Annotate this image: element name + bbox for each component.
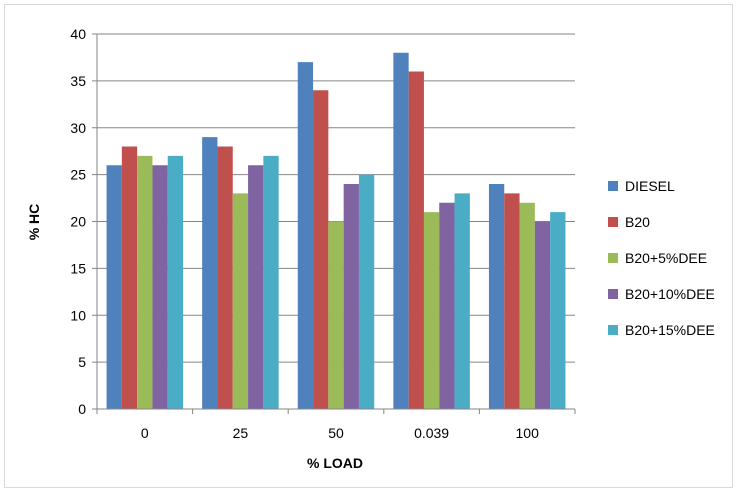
legend-label: DIESEL [625,178,675,194]
bar-b20-15-dee-1 [263,155,279,409]
bar-b20-10-dee-3 [439,202,455,409]
bar-b20-5-dee-1 [232,193,249,409]
bar-b20-5-dee-4 [519,202,535,409]
bar-b20-5-dee-2 [328,221,344,409]
y-tick-labels: 0 5 10 15 20 25 30 35 40 [70,26,86,417]
bar-b20-10-dee-4 [534,221,551,409]
bar-b20-1 [217,146,233,409]
legend-swatch [608,289,618,299]
y-tick-label: 5 [78,354,86,370]
bar-b20-4 [504,193,520,409]
legend-label: B20+15%DEE [625,322,715,338]
y-tick-label: 25 [70,167,86,183]
bar-b20-10-dee-0 [152,165,168,409]
legend-label: B20+5%DEE [625,250,707,266]
bar-b20-10-dee-1 [248,165,264,409]
x-tick-label: 0.039 [414,425,449,441]
x-tick-label: 100 [516,425,540,441]
bars [106,52,566,409]
bar-diesel-3 [393,52,409,409]
bar-b20-5-dee-3 [423,212,440,409]
legend-swatch [608,253,618,263]
y-tick-label: 15 [70,260,86,276]
y-tick-label: 10 [70,307,86,323]
y-axis-title: % HC [26,204,42,241]
bar-diesel-2 [297,62,314,409]
legend-swatch [608,325,618,335]
x-tick-labels: 0 25 50 0.039 100 [141,425,539,441]
x-tick-label: 25 [233,425,249,441]
y-tick-label: 35 [70,73,86,89]
legend-swatch [608,181,618,191]
bar-b20-5-dee-0 [137,155,153,409]
legend-label: B20 [625,214,650,230]
y-tick-label: 30 [70,120,86,136]
y-tick-label: 40 [70,26,86,42]
axes [96,34,576,414]
legend: DIESEL B20 B20+5%DEE B20+10%DEE B20+15%DEE [608,178,715,338]
bar-b20-3 [408,71,424,409]
y-tick-label: 0 [78,401,86,417]
bar-b20-2 [313,90,329,409]
bar-b20-15-dee-0 [167,155,184,409]
x-tick-label: 0 [141,425,149,441]
bar-diesel-4 [488,184,505,409]
legend-swatch [608,217,618,227]
bar-b20-15-dee-3 [454,193,470,409]
x-axis-title: % LOAD [307,455,363,471]
bar-b20-0 [121,146,138,409]
y-tick-label: 20 [70,214,86,230]
bar-b20-10-dee-2 [343,184,359,409]
x-tick-label: 50 [328,425,344,441]
bar-diesel-0 [106,165,122,409]
bar-diesel-1 [202,137,218,409]
legend-label: B20+10%DEE [625,286,715,302]
bar-b20-15-dee-2 [358,174,375,409]
bar-b20-15-dee-4 [550,212,566,409]
